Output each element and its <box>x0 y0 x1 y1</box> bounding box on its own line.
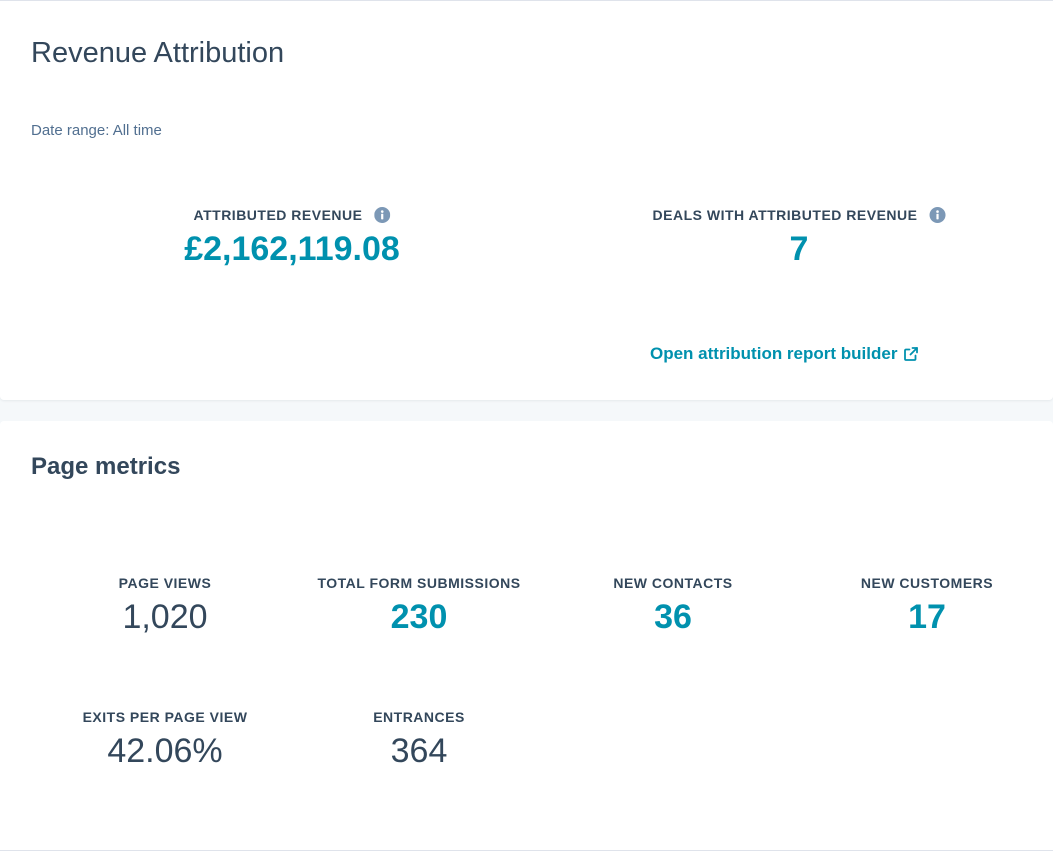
metric-label: NEW CONTACTS <box>613 575 733 591</box>
page-metrics-title: Page metrics <box>31 453 181 480</box>
report-link-label: Open attribution report builder <box>650 344 898 363</box>
external-link-icon <box>903 346 919 362</box>
new-contacts-metric: NEW CONTACTS 36 <box>613 575 732 637</box>
date-range-label: Date range: All time <box>31 122 162 139</box>
entrances-metric: ENTRANCES 364 <box>373 709 465 771</box>
open-attribution-report-builder-link[interactable]: Open attribution report builder <box>650 344 919 364</box>
exits-per-page-view-metric: EXITS PER PAGE VIEW 42.06% <box>83 709 248 771</box>
metric-label: EXITS PER PAGE VIEW <box>82 709 248 725</box>
metric-label: PAGE VIEWS <box>118 575 212 591</box>
metric-label: ENTRANCES <box>373 709 465 725</box>
attributed-revenue-value: £2,162,119.08 <box>184 230 400 268</box>
deals-attributed-revenue-label: DEALS WITH ATTRIBUTED REVENUE <box>652 207 918 223</box>
info-icon[interactable] <box>929 207 946 223</box>
metric-value: 1,020 <box>122 598 208 636</box>
attributed-revenue-kpi: ATTRIBUTED REVENUE £2,162,119.08 <box>184 207 400 269</box>
metric-value: 364 <box>390 732 448 770</box>
total-form-submissions-metric: TOTAL FORM SUBMISSIONS 230 <box>317 575 520 637</box>
metric-value-link[interactable]: 36 <box>654 598 692 636</box>
attributed-revenue-label: ATTRIBUTED REVENUE <box>193 207 363 223</box>
new-customers-metric: NEW CUSTOMERS 17 <box>861 575 993 637</box>
deals-attributed-revenue-value: 7 <box>789 230 809 268</box>
page-views-metric: PAGE VIEWS 1,020 <box>119 575 212 637</box>
metric-value-link[interactable]: 230 <box>390 598 448 636</box>
metric-value-link[interactable]: 17 <box>908 598 946 636</box>
revenue-attribution-title: Revenue Attribution <box>31 37 285 69</box>
deals-attributed-revenue-kpi: DEALS WITH ATTRIBUTED REVENUE 7 <box>653 207 946 269</box>
metric-label: TOTAL FORM SUBMISSIONS <box>317 575 521 591</box>
info-icon[interactable] <box>374 207 391 223</box>
revenue-attribution-card: Revenue Attribution Date range: All time… <box>0 0 1053 400</box>
page-metrics-card: Page metrics PAGE VIEWS 1,020 TOTAL FORM… <box>0 421 1053 851</box>
metric-value: 42.06% <box>107 732 223 770</box>
metric-label: NEW CUSTOMERS <box>860 575 994 591</box>
